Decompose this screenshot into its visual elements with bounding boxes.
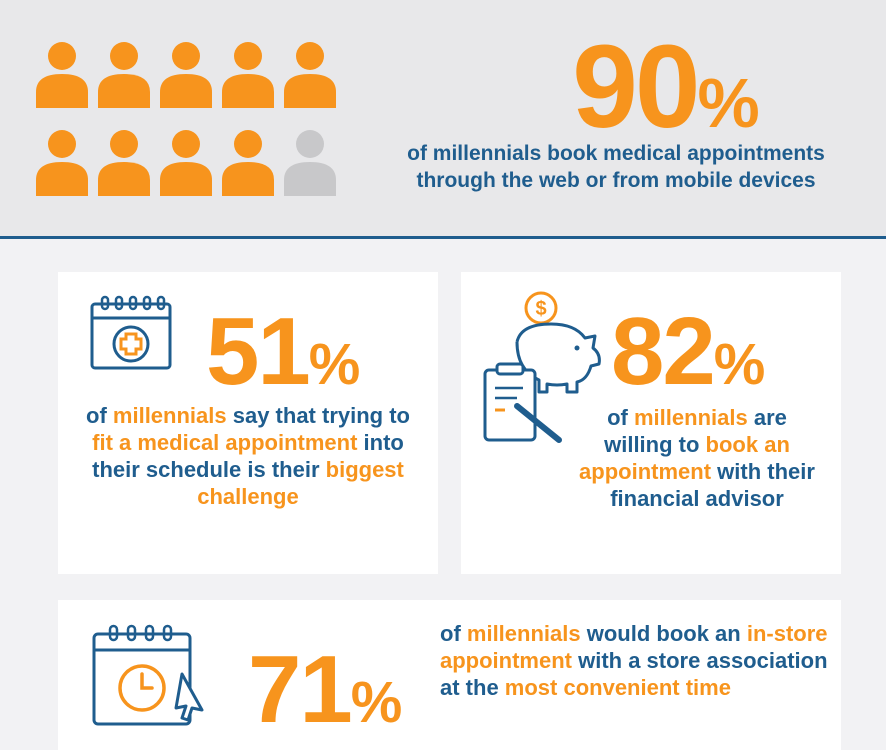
person-icon: [34, 40, 90, 108]
stat-description: of millennials are willing to book an ap…: [579, 405, 815, 511]
person-icon: [96, 128, 152, 196]
stat-82: 82%: [611, 304, 765, 400]
stat-description: of millennials say that trying to fit a …: [86, 403, 410, 509]
person-icon: [282, 128, 338, 196]
person-icon: [220, 40, 276, 108]
stat-value: 51: [206, 298, 311, 405]
stat-pct: %: [308, 332, 361, 397]
person-icon: [158, 128, 214, 196]
stat-value: 82: [611, 298, 716, 405]
hero-section: 90% of millennials book medical appointm…: [0, 0, 886, 239]
stat-71: 71%: [248, 642, 402, 738]
svg-text:$: $: [535, 298, 546, 320]
hero-stat: 90%: [486, 28, 846, 146]
people-grid: [34, 40, 344, 200]
hero-line-1: of millennials book medical appointments: [407, 142, 825, 165]
stat-card-51: 51% of millennials say that trying to fi…: [58, 272, 438, 574]
piggy-bank-clipboard-icon: $: [483, 291, 601, 443]
calendar-clock-icon: [92, 624, 204, 726]
hero-value: 90: [572, 21, 700, 153]
stat-51: 51%: [206, 304, 360, 400]
hero-description: of millennials book medical appointments…: [356, 140, 876, 194]
stat-description: of millennials would book an in-store ap…: [440, 621, 828, 700]
calendar-medical-icon: [90, 295, 172, 370]
person-icon: [34, 128, 90, 196]
stat-card-82: $ 82% of millennials are willing to book…: [461, 272, 841, 574]
person-icon: [282, 40, 338, 108]
person-icon: [220, 128, 276, 196]
stat-pct: %: [350, 670, 403, 735]
person-icon: [96, 40, 152, 108]
hero-line-2: through the web or from mobile devices: [416, 169, 816, 192]
stat-card-71: 71% of millennials would book an in-stor…: [58, 600, 841, 750]
hero-pct: %: [697, 64, 760, 142]
person-icon: [158, 40, 214, 108]
stat-value: 71: [248, 636, 353, 743]
stat-pct: %: [713, 332, 766, 397]
